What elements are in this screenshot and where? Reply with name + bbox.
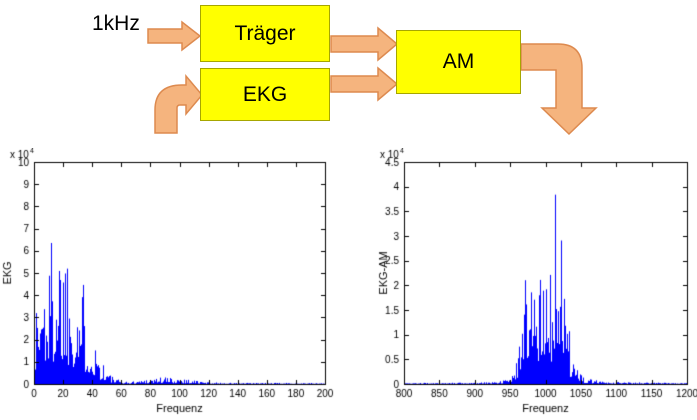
block-traeger: Träger	[200, 5, 330, 62]
carrier-frequency-label: 1kHz	[92, 12, 140, 35]
block-ekg-label: EKG	[242, 82, 288, 106]
carrier-input-arrow	[147, 20, 202, 52]
am-output-arrow	[520, 43, 598, 136]
block-ekg: EKG	[200, 68, 330, 121]
ekg-input-arrow	[154, 73, 203, 134]
ekg-spectrum-chart	[0, 148, 335, 420]
block-am: AM	[396, 30, 521, 94]
block-traeger-label: Träger	[234, 21, 296, 45]
ekg-to-am-arrow	[330, 66, 399, 102]
am-block-diagram: 1kHz Träger EKG AM	[0, 0, 697, 148]
ekg-am-spectrum-chart	[376, 148, 697, 420]
block-am-label: AM	[442, 50, 475, 73]
diagram-arrows	[147, 20, 598, 136]
traeger-to-am-arrow	[330, 26, 399, 62]
